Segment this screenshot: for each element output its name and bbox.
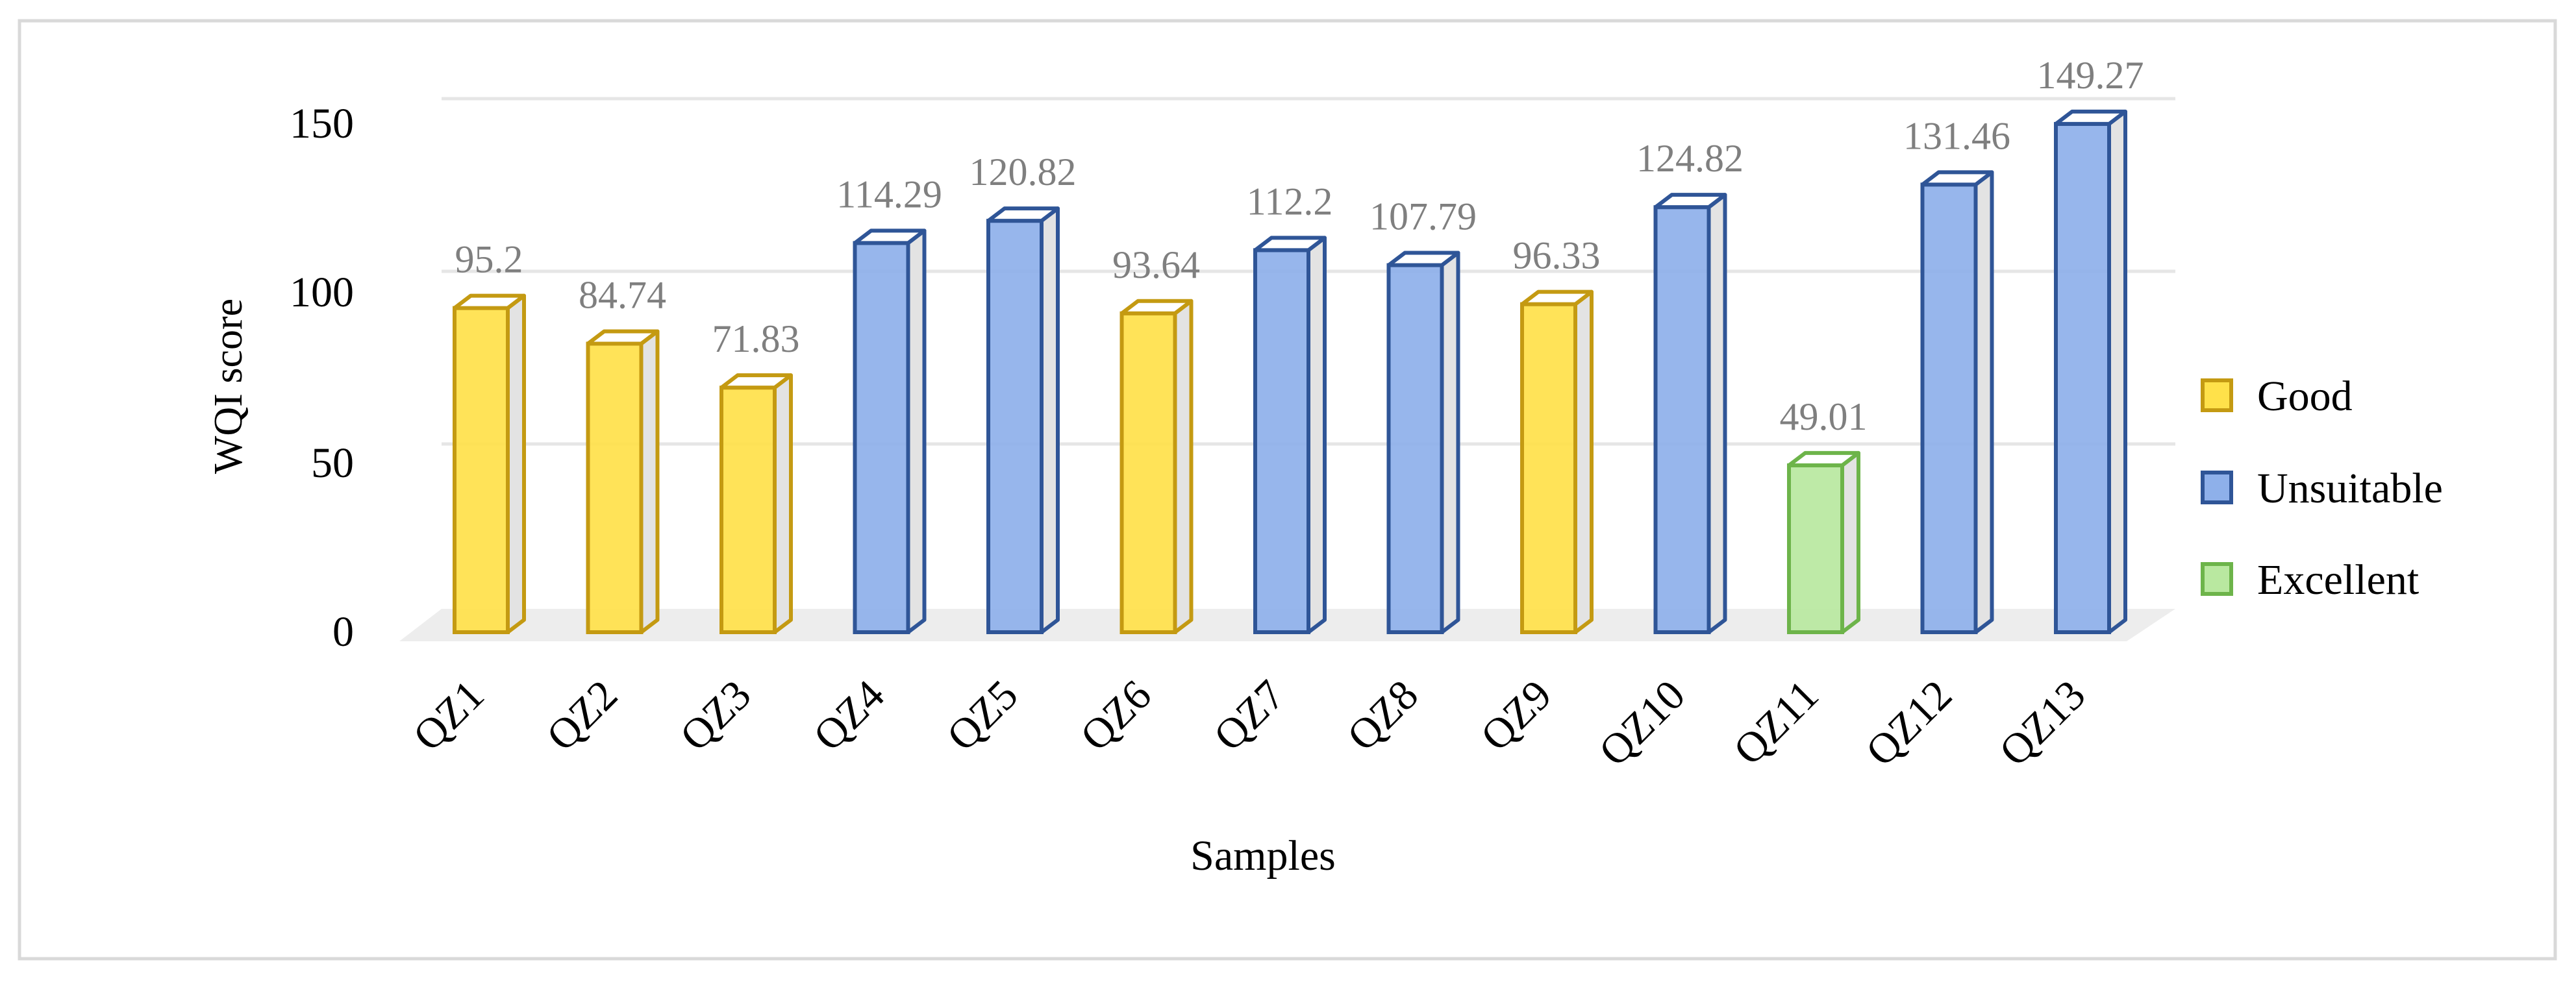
bar-QZ8 [1386,251,1460,634]
bars-layer [453,109,2127,634]
bar-top [586,329,660,346]
legend-item-excellent: Excellent [2201,556,2419,604]
bar-QZ2 [586,329,660,634]
bar-top [1520,289,1594,306]
y-tick-label: 0 [332,608,354,656]
bar-top [1653,193,1727,210]
bar-front [1253,248,1310,634]
bar-front [1119,311,1177,634]
bar-front [853,241,910,634]
bar-QZ6 [1119,299,1194,634]
data-label: 124.82 [1636,137,1744,180]
bar-side [1307,236,1327,634]
y-tick-labels: 0 50 100 150 [290,100,354,656]
bar-QZ13 [2054,109,2127,634]
bar-QZ9 [1520,289,1594,634]
bar-QZ11 [1787,450,1860,634]
bar-front [1920,182,1978,634]
bar-QZ1 [453,293,526,634]
bar-side [2107,109,2127,634]
bar-side [1173,299,1194,634]
bar-front [453,306,510,634]
bar-front [1787,463,1844,634]
legend-item-unsuitable: Unsuitable [2201,465,2443,512]
data-label: 96.33 [1513,234,1601,277]
bar-top [1787,450,1860,467]
bar-top [986,206,1060,223]
x-axis-title: Samples [1190,832,1336,879]
data-label: 149.27 [2037,54,2144,97]
legend-swatch [2201,378,2233,412]
bar-top [2054,109,2127,126]
bar-top [453,293,526,310]
bar-QZ5 [986,206,1060,634]
bar-front [1653,205,1711,634]
bar-QZ3 [719,373,793,634]
data-label: 107.79 [1369,195,1477,238]
bar-QZ7 [1253,236,1327,634]
bar-QZ12 [1920,170,1994,634]
bar-top [853,228,927,245]
data-label: 131.46 [1903,114,2010,157]
data-label: 112.2 [1247,180,1333,223]
bar-side [1573,289,1594,634]
bar-side [906,228,927,634]
data-label: 93.64 [1112,243,1200,286]
bar-top [1920,170,1994,187]
bar-front [986,219,1044,634]
bar-side [506,293,526,634]
data-label: 71.83 [712,317,800,360]
legend-label: Good [2257,373,2353,420]
y-tick-label: 50 [311,439,354,487]
bar-QZ4 [853,228,927,634]
bar-top [719,373,793,390]
legend-item-good: Good [2201,373,2353,420]
bar-side [1440,251,1460,634]
data-label: 84.74 [579,273,666,316]
bar-top [1253,236,1327,252]
bar-side [1973,170,1994,634]
bar-front [586,341,644,634]
legend-label: Excellent [2257,556,2419,604]
y-axis-title: WQI score [206,299,251,474]
bar-side [1840,450,1860,634]
legend-swatch [2201,562,2233,596]
legend-label: Unsuitable [2257,465,2443,512]
bar-front [2054,121,2111,634]
data-label: 49.01 [1780,395,1868,438]
bar-front [719,386,777,634]
bar-side [1040,206,1060,634]
bar-side [639,329,660,634]
legend: Good Unsuitable Excellent [2201,373,2443,604]
bar-QZ10 [1653,193,1727,634]
bar-side [1707,193,1727,634]
y-tick-label: 100 [290,269,354,316]
bar-front [1386,263,1444,634]
data-label: 95.2 [455,238,523,281]
bar-front [1520,302,1577,634]
legend-swatch [2201,471,2233,504]
bar-side [773,373,793,634]
bar-top [1119,299,1194,315]
data-label: 120.82 [969,151,1077,193]
bar-top [1386,251,1460,267]
y-tick-label: 150 [290,100,354,147]
data-label: 114.29 [836,173,942,215]
data-labels-layer: 95.2 84.74 71.83 114.29 120.82 93.64 112.2 107.… [455,54,2144,438]
